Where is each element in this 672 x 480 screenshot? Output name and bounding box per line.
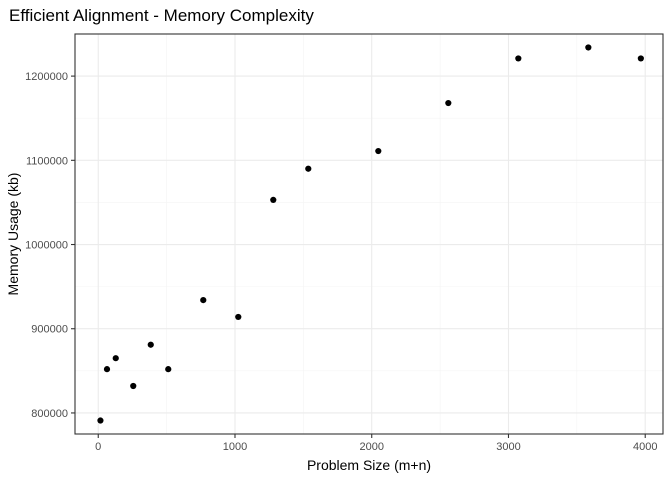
data-point — [445, 99, 452, 107]
y-tick-label: 1100000 — [26, 155, 68, 167]
data-point — [375, 147, 382, 155]
y-tick-label: 1200000 — [25, 71, 68, 83]
y-tick-label: 900000 — [31, 324, 68, 336]
data-points — [97, 44, 644, 424]
y-tick-label: 1000000 — [25, 240, 68, 252]
x-tick-label: 0 — [95, 441, 101, 453]
data-point — [165, 366, 172, 373]
chart-title: Efficient Alignment - Memory Complexity — [9, 6, 314, 25]
data-point — [305, 165, 312, 172]
data-point — [637, 55, 644, 62]
y-axis-title: Memory Usage (kb) — [5, 173, 21, 296]
data-point — [235, 313, 242, 321]
x-tick-label: 3000 — [496, 441, 520, 453]
axis-ticks: 0 1000 2000 3000 4000 800000 900000 1000000 1100… — [25, 71, 657, 453]
panel-border — [74, 33, 664, 435]
data-point — [97, 417, 104, 424]
x-axis-title: Problem Size (m+n) — [307, 457, 431, 473]
data-point — [270, 196, 277, 203]
data-point — [130, 382, 137, 390]
data-point — [515, 55, 522, 62]
data-point — [103, 366, 111, 373]
data-point — [585, 44, 592, 51]
y-tick-label: 800000 — [31, 408, 68, 420]
data-point — [200, 297, 207, 304]
x-tick-label: 1000 — [223, 441, 247, 453]
data-point — [147, 341, 154, 348]
x-tick-label: 4000 — [633, 441, 657, 453]
x-tick-label: 2000 — [359, 441, 383, 453]
data-point — [112, 355, 119, 362]
grid-lines — [75, 34, 663, 434]
